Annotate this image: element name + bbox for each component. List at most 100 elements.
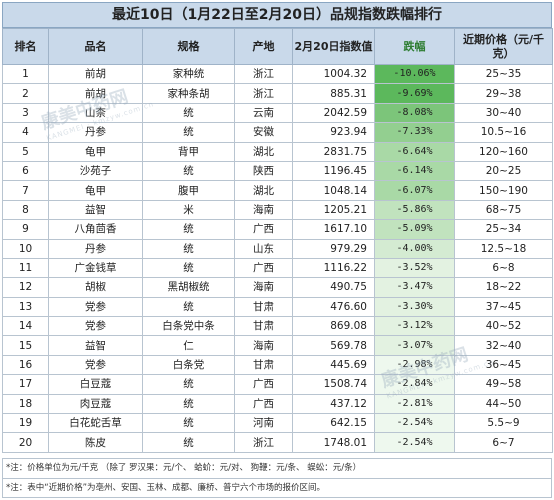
cell-name: 胡椒 <box>48 277 143 298</box>
header-origin: 产地 <box>234 28 293 65</box>
cell-name: 白豆蔻 <box>48 374 143 395</box>
table-row: 2 前胡 家种条胡 浙江 885.31 -9.69% 29~38 <box>2 83 553 104</box>
cell-change: -3.12% <box>374 316 455 337</box>
header-rank: 排名 <box>2 28 49 65</box>
cell-name: 山柰 <box>48 102 143 124</box>
cell-change: -3.52% <box>374 257 455 279</box>
cell-spec: 统 <box>142 257 235 279</box>
cell-rank: 9 <box>2 219 49 240</box>
cell-index: 885.31 <box>292 83 375 104</box>
cell-origin: 广西 <box>234 257 293 279</box>
table-header-row: 排名 品名 规格 产地 2月20日指数值 跌幅 近期价格（元/千克） <box>2 28 553 65</box>
cell-change: -3.07% <box>374 335 455 356</box>
footnotes: *注：价格单位为元/千克 （除了 罗汉果：元/个、 蛤蚧：元/对、 狗鞭：元/条… <box>2 458 552 498</box>
table-row: 17 白豆蔻统广西 1508.74 -2.84% 49~58 <box>2 374 553 395</box>
header-index: 2月20日指数值 <box>292 28 375 65</box>
cell-rank: 18 <box>2 393 49 415</box>
table-row: 11 广金钱草统广西 1116.22 -3.52% 6~8 <box>2 257 553 279</box>
cell-name: 党参 <box>48 316 143 337</box>
cell-origin: 浙江 <box>234 432 293 453</box>
cell-spec: 统 <box>142 374 235 395</box>
cell-origin: 甘肃 <box>234 354 293 376</box>
header-spec: 规格 <box>142 28 235 65</box>
cell-change: -8.08% <box>374 102 455 124</box>
table-row: 20 陈皮统浙江 1748.01 -2.54% 6~7 <box>2 432 553 453</box>
table-row: 13 党参统甘肃 476.60 -3.30% 37~45 <box>2 296 553 318</box>
cell-origin: 海南 <box>234 199 293 221</box>
cell-rank: 20 <box>2 432 49 453</box>
table-row: 8 益智米海南 1205.21 -5.86% 68~75 <box>2 199 553 221</box>
table-body: 1 前胡 家种统 浙江 1004.32 -10.06% 25~35 2 前胡 家种条胡 浙江 885.… <box>2 63 553 453</box>
cell-rank: 6 <box>2 160 49 182</box>
table-row: 7 龟甲 腹甲 湖北 1048.14 -6.07% 150~190 <box>2 180 553 201</box>
cell-spec: 背甲 <box>142 141 235 162</box>
cell-price: 25~34 <box>454 219 553 240</box>
cell-spec: 统 <box>142 122 235 143</box>
cell-name: 党参 <box>48 296 143 318</box>
cell-price: 5.5~9 <box>454 413 553 434</box>
cell-rank: 7 <box>2 180 49 201</box>
cell-spec: 米 <box>142 199 235 221</box>
cell-change: -5.86% <box>374 199 455 221</box>
cell-rank: 15 <box>2 335 49 356</box>
cell-origin: 安徽 <box>234 122 293 143</box>
cell-price: 40~52 <box>454 316 553 337</box>
table-row: 12 胡椒 黑胡椒统 海南 490.75 -3.47% 18~22 <box>2 277 553 298</box>
footnote-markets: *注：表中“近期价格”为亳州、安国、玉林、成都、廉桥、普宁六个市场的报价区间。 <box>3 478 551 498</box>
cell-spec: 统 <box>142 413 235 434</box>
cell-name: 沙苑子 <box>48 160 143 182</box>
table-row: 19 白花蛇舌草统河南 642.15 -2.54% 5.5~9 <box>2 413 553 434</box>
cell-rank: 12 <box>2 277 49 298</box>
cell-price: 30~40 <box>454 102 553 124</box>
cell-spec: 仁 <box>142 335 235 356</box>
cell-index: 569.78 <box>292 335 375 356</box>
cell-rank: 19 <box>2 413 49 434</box>
cell-price: 29~38 <box>454 83 553 104</box>
cell-name: 前胡 <box>48 83 143 104</box>
cell-index: 923.94 <box>292 122 375 143</box>
cell-change: -2.54% <box>374 413 455 434</box>
cell-price: 32~40 <box>454 335 553 356</box>
cell-rank: 8 <box>2 199 49 221</box>
cell-price: 150~190 <box>454 180 553 201</box>
cell-price: 10.5~16 <box>454 122 553 143</box>
cell-change: -5.09% <box>374 219 455 240</box>
table-row: 18 肉豆蔻统广西 437.12 -2.81% 44~50 <box>2 393 553 415</box>
table-row: 1 前胡 家种统 浙江 1004.32 -10.06% 25~35 <box>2 63 553 85</box>
cell-index: 1617.10 <box>292 219 375 240</box>
cell-origin: 广西 <box>234 219 293 240</box>
cell-spec: 统 <box>142 102 235 124</box>
cell-index: 1196.45 <box>292 160 375 182</box>
cell-change: -6.07% <box>374 180 455 201</box>
cell-origin: 湖北 <box>234 180 293 201</box>
cell-rank: 11 <box>2 257 49 279</box>
cell-origin: 海南 <box>234 335 293 356</box>
cell-origin: 甘肃 <box>234 316 293 337</box>
cell-change: -2.84% <box>374 374 455 395</box>
cell-change: -2.98% <box>374 354 455 376</box>
cell-rank: 2 <box>2 83 49 104</box>
cell-rank: 10 <box>2 238 49 259</box>
cell-index: 1748.01 <box>292 432 375 453</box>
cell-price: 68~75 <box>454 199 553 221</box>
table-row: 14 党参 白条党中条 甘肃 869.08 -3.12% 40~52 <box>2 316 553 337</box>
cell-rank: 13 <box>2 296 49 318</box>
cell-price: 18~22 <box>454 277 553 298</box>
cell-origin: 云南 <box>234 102 293 124</box>
cell-origin: 河南 <box>234 413 293 434</box>
cell-price: 25~35 <box>454 63 553 85</box>
cell-origin: 浙江 <box>234 83 293 104</box>
cell-index: 979.29 <box>292 238 375 259</box>
table-row: 10 丹参统山东 979.29 -4.00% 12.5~18 <box>2 238 553 259</box>
table-row: 3 山柰统云南 2042.59 -8.08% 30~40 <box>2 102 553 124</box>
cell-index: 1048.14 <box>292 180 375 201</box>
cell-name: 龟甲 <box>48 141 143 162</box>
cell-spec: 家种条胡 <box>142 83 235 104</box>
cell-spec: 腹甲 <box>142 180 235 201</box>
header-name: 品名 <box>48 28 143 65</box>
header-change: 跌幅 <box>374 28 455 65</box>
cell-origin: 浙江 <box>234 63 293 85</box>
table-row: 9 八角茴香统广西 1617.10 -5.09% 25~34 <box>2 219 553 240</box>
cell-rank: 17 <box>2 374 49 395</box>
cell-name: 八角茴香 <box>48 219 143 240</box>
